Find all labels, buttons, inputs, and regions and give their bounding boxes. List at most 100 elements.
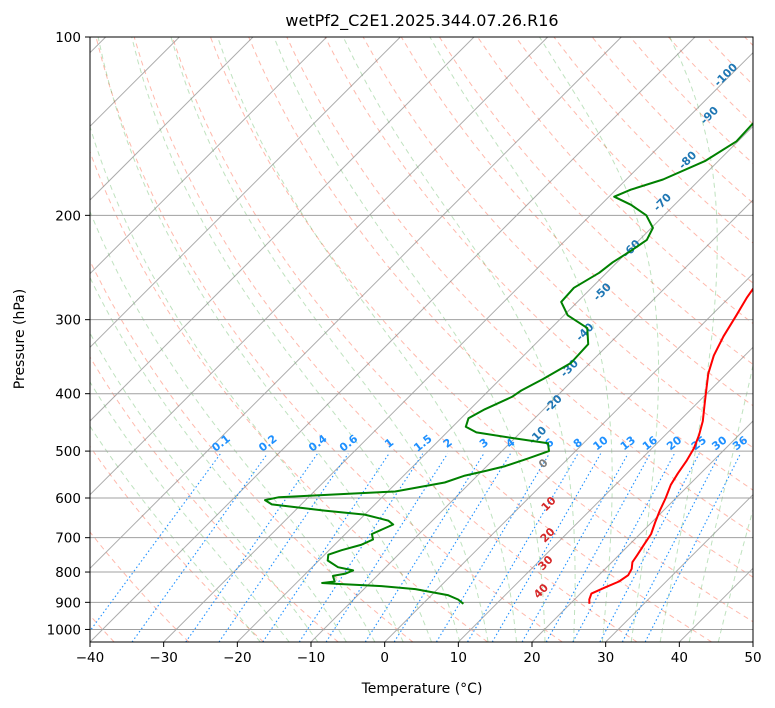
mixing-ratio-label: 10	[591, 433, 611, 453]
x-tick-label: −40	[76, 650, 105, 666]
mixing-ratio-line	[262, 453, 390, 642]
isotherm-line	[90, 37, 549, 496]
dry-adiabat-line	[210, 37, 753, 623]
moist-adiabat-line	[273, 37, 546, 642]
plot-frame	[89, 36, 754, 643]
moist-adiabat-line	[90, 125, 404, 642]
moist-adiabat-label: 30	[536, 553, 556, 573]
x-tick-label: 30	[597, 650, 614, 666]
y-tick-label: 1000	[47, 622, 81, 638]
moist-adiabat-line	[342, 37, 576, 642]
isotherm-line	[678, 567, 753, 642]
sounding-traces	[264, 122, 753, 605]
isotherm-line	[384, 272, 753, 642]
x-tick-label: 0	[380, 650, 389, 666]
x-tick-label: 40	[671, 650, 688, 666]
isotherm-line	[90, 37, 401, 349]
isotherm-line	[163, 51, 753, 642]
mixing-ratio-label: 16	[640, 433, 660, 453]
isotherm-line	[531, 420, 753, 642]
moist-adiabat-line	[659, 37, 718, 642]
dry-adiabat-line	[515, 37, 753, 284]
isotherm-line	[605, 493, 753, 642]
y-tick-label: 400	[55, 387, 81, 403]
isotherm-line	[90, 37, 254, 201]
moist-adiabat-line	[90, 381, 290, 642]
moist-adiabat-label: 10	[539, 494, 559, 514]
moist-adiabat-label: 40	[531, 581, 551, 601]
dry-adiabat-line	[171, 37, 712, 642]
moist-adiabat-line	[539, 37, 660, 642]
x-tick-label: 20	[523, 650, 540, 666]
mixing-ratio-line	[599, 453, 700, 642]
dry-adiabat-label: -70	[651, 190, 674, 213]
moist-adiabat-line	[90, 210, 376, 642]
dry-adiabat-line	[90, 531, 190, 642]
moist-adiabat-line	[688, 363, 753, 642]
mixing-ratio-line	[218, 453, 349, 642]
y-tick-label: 300	[55, 313, 81, 329]
dry-adiabat-line	[400, 37, 753, 407]
chart-title: wetPf2_C2E1.2025.344.07.26.R16	[285, 11, 558, 31]
dewpoint-trace	[264, 122, 753, 605]
dry-adiabat-label: -20	[542, 392, 565, 415]
x-tick-label: −30	[149, 650, 178, 666]
mixing-ratio-label: 20	[664, 433, 684, 453]
mixing-ratio-line	[393, 453, 511, 642]
mixing-ratio-label: 36	[730, 433, 750, 453]
y-tick-label: 800	[55, 565, 81, 581]
dry-adiabat-line	[706, 37, 753, 86]
y-axis-label: Pressure (hPa)	[12, 289, 28, 389]
mixing-ratio-label: 30	[709, 433, 729, 453]
dry-adiabat-line	[438, 37, 753, 366]
mixing-ratio-line	[572, 453, 675, 642]
y-tick-label: 100	[55, 30, 81, 46]
dry-adiabat-line	[248, 37, 753, 578]
x-tick-label: −20	[223, 650, 252, 666]
isotherm-line	[90, 37, 622, 570]
x-tick-label: 50	[744, 650, 761, 666]
mixing-ratio-label: 1	[382, 436, 396, 451]
temperature-trace	[588, 287, 753, 604]
moist-adiabat-line	[97, 37, 432, 642]
mixing-ratio-line	[435, 453, 550, 642]
dry-adiabat-line	[90, 259, 414, 642]
moist-adiabat-line	[170, 37, 489, 642]
y-tick-label: 600	[55, 491, 81, 507]
dry-adiabat-line	[90, 356, 339, 642]
x-tick-label: −10	[297, 650, 326, 666]
mixing-ratio-line	[131, 453, 268, 642]
moist-adiabat-line	[429, 37, 613, 642]
y-tick-label: 200	[55, 208, 81, 224]
dry-adiabat-label: -90	[698, 104, 721, 127]
isotherm-line	[236, 125, 753, 642]
isotherm-line	[752, 641, 753, 642]
dry-adiabat-label: -100	[711, 60, 740, 89]
dry-adiabat-line	[133, 37, 638, 642]
dry-adiabat-label: -50	[591, 280, 614, 303]
x-axis-label: Temperature (°C)	[361, 681, 483, 697]
dry-adiabat-label: -40	[573, 320, 596, 343]
isotherm-line	[90, 37, 328, 275]
mixing-ratio-line	[491, 453, 602, 642]
mixing-ratio-line	[325, 453, 449, 642]
moist-adiabat-line	[131, 37, 461, 642]
moist-adiabat-label: 0	[536, 456, 551, 471]
moist-adiabat-label: 20	[538, 525, 558, 545]
dry-adiabat-line	[90, 150, 488, 642]
y-tick-label: 500	[55, 444, 81, 460]
moist-adiabat-line	[90, 332, 319, 642]
isotherm-line	[90, 37, 696, 642]
y-tick-label: 900	[55, 595, 81, 611]
dry-adiabat-line	[90, 445, 264, 642]
dry-adiabat-line	[477, 37, 753, 325]
moist-adiabat-line	[717, 507, 753, 642]
x-tick-label: 10	[450, 650, 467, 666]
moist-adiabat-line	[217, 37, 517, 642]
y-tick-label: 700	[55, 531, 81, 547]
isotherm-line	[457, 346, 753, 642]
mixing-ratio-label: 2	[441, 436, 455, 451]
moist-adiabat-line	[90, 425, 261, 642]
mixing-ratio-line	[467, 453, 579, 642]
